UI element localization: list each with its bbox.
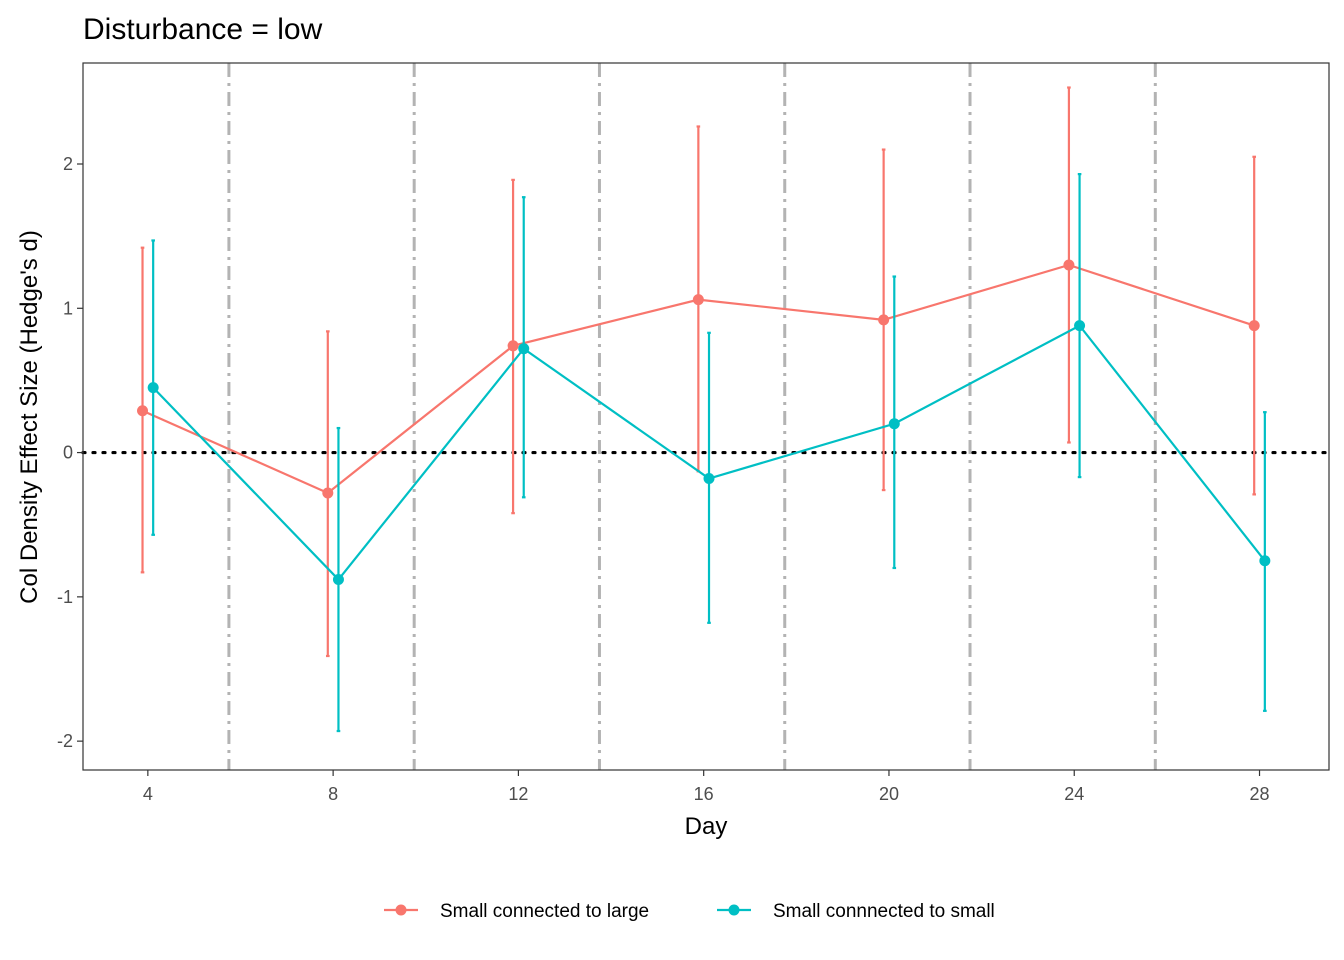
data-point: [1063, 259, 1075, 271]
legend: Small connected to large Small connnected…: [384, 901, 995, 922]
x-tick-label: 28: [1250, 784, 1270, 804]
y-tick-label: -1: [57, 587, 73, 607]
x-axis: 4 8 12 16 20 24 28: [143, 770, 1270, 804]
plot-area: [81, 62, 1331, 771]
series-2: [147, 173, 1271, 733]
legend-item: Small connected to large: [384, 901, 649, 922]
x-tick-label: 24: [1064, 784, 1084, 804]
legend-point-key: [395, 904, 407, 916]
x-tick-label: 8: [328, 784, 338, 804]
chart-title: Disturbance = low: [83, 13, 323, 46]
y-axis: -2 -1 0 1 2: [57, 154, 83, 751]
x-tick-label: 12: [508, 784, 528, 804]
legend-item: Small connnected to small: [717, 901, 995, 922]
data-point: [147, 382, 159, 394]
y-tick-label: -2: [57, 731, 73, 751]
plot-border: [82, 62, 1330, 771]
period-separator-lines: [227, 63, 1157, 770]
y-axis-title: Col Density Effect Size (Hedge's d): [16, 230, 43, 604]
x-axis-title: Day: [685, 813, 728, 840]
legend-label: Small connected to large: [440, 901, 649, 922]
legend-label: Small connnected to small: [773, 901, 995, 922]
series-1: [137, 86, 1260, 658]
x-tick-label: 16: [694, 784, 714, 804]
y-tick-label: 2: [63, 154, 73, 174]
data-point: [1074, 320, 1086, 332]
y-tick-label: 0: [63, 443, 73, 463]
y-tick-label: 1: [63, 298, 73, 318]
x-tick-label: 4: [143, 784, 153, 804]
data-point: [703, 473, 715, 485]
data-point: [322, 487, 334, 499]
plot-background: [83, 63, 1329, 770]
data-point: [332, 574, 344, 586]
data-point: [888, 418, 900, 430]
data-point: [692, 294, 704, 306]
data-point: [878, 314, 890, 326]
data-point: [518, 343, 530, 355]
data-point: [507, 340, 519, 352]
data-point: [1259, 555, 1271, 567]
data-point: [1248, 320, 1260, 332]
x-tick-label: 20: [879, 784, 899, 804]
legend-point-key: [728, 904, 740, 916]
series-layer: [137, 86, 1271, 733]
data-point: [137, 405, 149, 417]
